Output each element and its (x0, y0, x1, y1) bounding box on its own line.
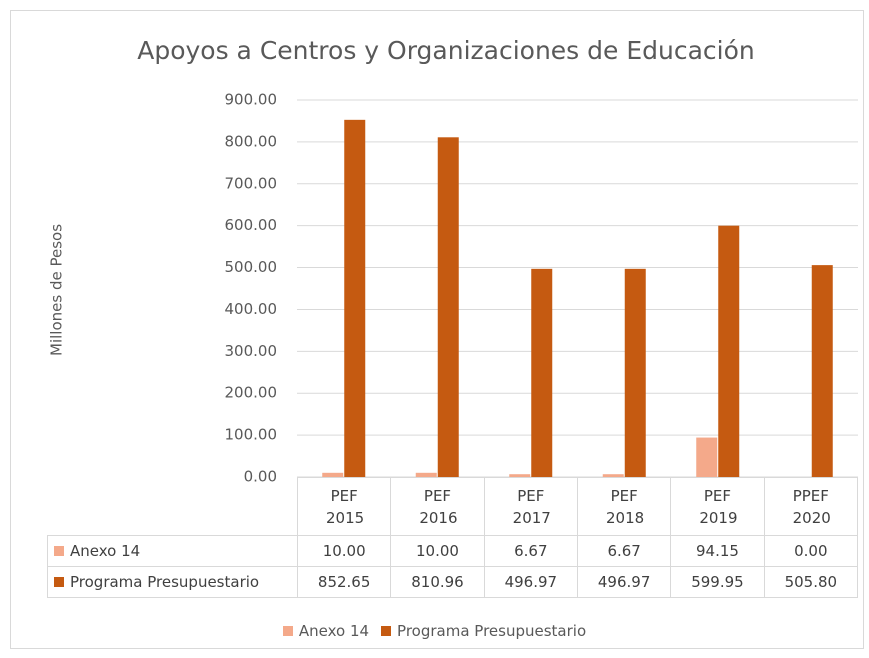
y-tick-label: 800.00 (225, 132, 278, 150)
table-row: Programa Presupuestario 852.65 810.96 496.9… (47, 566, 859, 598)
legend-key (54, 577, 64, 587)
data-table: PEF 2015 PEF 2016 PEF 2017 PEF 2018 PEF 2019… (47, 477, 859, 598)
data-value: 599.95 (670, 566, 765, 598)
legend-label: Anexo 14 (298, 622, 370, 640)
data-value: 810.96 (390, 566, 485, 598)
y-tick-label: 200.00 (225, 384, 278, 402)
category-label: PEF 2015 (296, 477, 392, 536)
legend: Anexo 14 Programa Presupuestario (0, 622, 869, 640)
chart-frame (10, 10, 864, 649)
bar (531, 268, 553, 477)
data-value: 0.00 (763, 535, 859, 567)
series-label: Programa Presupuestario (70, 573, 260, 591)
category-label: PEF 2019 (670, 477, 765, 536)
table-header-row: PEF 2015 PEF 2016 PEF 2017 PEF 2018 PEF 2019… (48, 477, 859, 536)
chart-title: Apoyos a Centros y Organizaciones de Edu… (137, 36, 755, 65)
y-tick-label: 300.00 (225, 342, 278, 360)
data-value: 6.67 (576, 535, 672, 567)
bar (322, 472, 344, 477)
legend-label: Programa Presupuestario (397, 622, 587, 640)
bar (437, 137, 459, 478)
bar (415, 472, 437, 477)
bar (624, 268, 646, 477)
data-value: 10.00 (390, 535, 485, 567)
legend-swatch (381, 626, 392, 636)
bar (718, 225, 740, 477)
category-label: PEF 2016 (390, 477, 485, 536)
data-value: 505.80 (763, 566, 859, 598)
legend-swatch (282, 626, 293, 636)
data-value: 852.65 (296, 566, 392, 598)
bar (509, 474, 531, 477)
y-tick-label: 600.00 (225, 216, 278, 234)
series-label-cell: Programa Presupuestario (47, 566, 298, 598)
bar (344, 119, 366, 478)
bar (602, 474, 624, 477)
y-tick-label: 500.00 (225, 258, 278, 276)
series-label-cell: Anexo 14 (47, 535, 298, 567)
table-row: Anexo 14 10.00 10.00 6.67 6.67 94.15 0.00 (47, 535, 859, 567)
series-label: Anexo 14 (70, 542, 141, 560)
y-tick-label: 700.00 (225, 174, 278, 192)
y-tick-label: 0.00 (244, 468, 277, 486)
data-value: 6.67 (483, 535, 578, 567)
category-label: PPEF 2020 (763, 477, 859, 536)
y-tick-label: 100.00 (225, 426, 278, 444)
data-value: 94.15 (670, 535, 765, 567)
data-value: 10.00 (296, 535, 392, 567)
y-axis-label: Millones de Pesos (48, 224, 66, 356)
legend-item: Programa Presupuestario (381, 622, 586, 640)
bar (811, 265, 833, 477)
category-label: PEF 2017 (483, 477, 578, 536)
legend-item: Anexo 14 (282, 622, 370, 640)
data-value: 496.97 (483, 566, 578, 598)
legend-key (54, 546, 64, 556)
bar (696, 437, 718, 477)
data-value: 496.97 (576, 566, 672, 598)
y-tick-label: 900.00 (225, 91, 278, 109)
category-label: PEF 2018 (576, 477, 672, 536)
y-tick-label: 400.00 (225, 300, 278, 318)
table-corner (48, 478, 298, 536)
